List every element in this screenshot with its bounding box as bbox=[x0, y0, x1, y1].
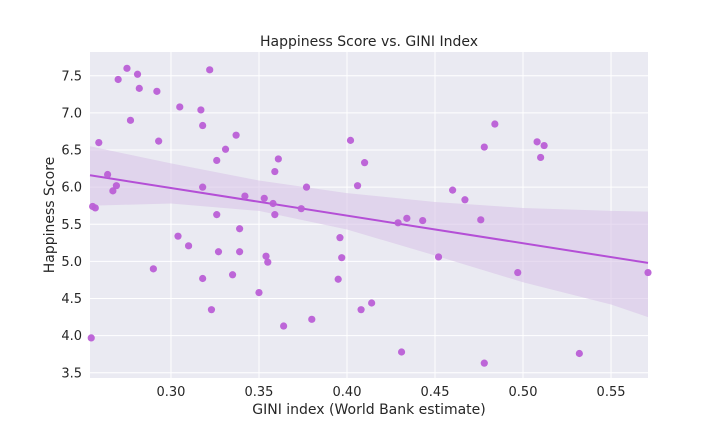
data-point bbox=[255, 289, 263, 297]
data-point bbox=[434, 253, 443, 261]
data-point bbox=[480, 359, 488, 367]
y-tick-label: 6.5 bbox=[61, 144, 82, 159]
data-point bbox=[262, 252, 270, 260]
data-point bbox=[264, 258, 272, 266]
data-point bbox=[207, 306, 216, 314]
data-point bbox=[540, 141, 548, 150]
data-point bbox=[199, 121, 207, 130]
data-point bbox=[334, 275, 342, 283]
x-tick-label: 0.30 bbox=[156, 385, 185, 400]
chart-title: Happiness Score vs. GINI Index bbox=[260, 34, 478, 50]
y-axis-ticks: 3.5 4.0 4.5 5.0 5.5 6.0 6.5 7.0 7.5 bbox=[61, 69, 82, 381]
data-point bbox=[176, 103, 184, 111]
data-point bbox=[221, 145, 230, 153]
data-point bbox=[477, 216, 485, 224]
data-point bbox=[213, 156, 221, 165]
data-point bbox=[213, 211, 221, 219]
data-point bbox=[95, 138, 103, 147]
data-points bbox=[87, 64, 652, 367]
data-point bbox=[449, 186, 457, 194]
data-point bbox=[302, 183, 311, 191]
data-point bbox=[575, 349, 583, 358]
y-tick-label: 4.5 bbox=[61, 292, 82, 307]
data-point bbox=[368, 299, 376, 307]
x-axis-ticks: 0.30 0.35 0.40 0.45 0.50 0.55 bbox=[156, 385, 625, 400]
data-point bbox=[480, 143, 488, 151]
regression-line bbox=[89, 174, 649, 264]
y-axis-label: Happiness Score bbox=[42, 157, 58, 274]
data-point bbox=[353, 182, 362, 190]
data-point bbox=[271, 211, 279, 219]
data-point bbox=[338, 254, 346, 262]
data-point bbox=[199, 274, 207, 283]
data-point bbox=[394, 219, 402, 227]
data-point bbox=[197, 106, 205, 114]
y-tick-label: 5.0 bbox=[61, 255, 82, 270]
x-tick-label: 0.40 bbox=[333, 385, 362, 400]
data-point bbox=[419, 216, 427, 225]
data-point bbox=[537, 153, 545, 162]
y-tick-label: 6.0 bbox=[61, 181, 82, 196]
x-tick-label: 0.35 bbox=[245, 385, 274, 400]
confidence-band-layer bbox=[90, 146, 648, 318]
data-point bbox=[236, 248, 244, 256]
data-point bbox=[346, 136, 355, 144]
data-point bbox=[133, 70, 142, 78]
x-tick-label: 0.55 bbox=[597, 385, 626, 400]
data-point bbox=[308, 315, 316, 323]
data-point bbox=[228, 271, 237, 279]
y-tick-label: 5.5 bbox=[61, 218, 82, 233]
data-point bbox=[280, 322, 288, 330]
data-point bbox=[297, 205, 305, 213]
x-axis-label: GINI index (World Bank estimate) bbox=[252, 402, 486, 418]
data-point bbox=[153, 87, 161, 95]
y-tick-label: 7.0 bbox=[61, 106, 82, 121]
data-point bbox=[123, 64, 131, 72]
data-point bbox=[514, 268, 522, 277]
data-point bbox=[274, 155, 282, 163]
data-point bbox=[114, 75, 122, 84]
data-point bbox=[135, 84, 143, 92]
data-point bbox=[214, 248, 223, 256]
data-point bbox=[461, 196, 469, 204]
data-point bbox=[126, 116, 135, 124]
data-point bbox=[336, 234, 344, 242]
data-point bbox=[112, 182, 121, 190]
data-point bbox=[241, 192, 249, 200]
data-point bbox=[104, 170, 112, 179]
data-point bbox=[199, 183, 207, 191]
x-tick-label: 0.50 bbox=[509, 385, 538, 400]
x-tick-label: 0.45 bbox=[421, 385, 450, 400]
data-point bbox=[403, 214, 411, 222]
data-point bbox=[269, 199, 277, 208]
data-point bbox=[91, 204, 99, 212]
data-point bbox=[260, 194, 268, 202]
data-point bbox=[174, 232, 182, 240]
data-point bbox=[271, 167, 279, 176]
data-point bbox=[491, 120, 499, 128]
data-point bbox=[232, 131, 240, 139]
data-point bbox=[533, 138, 541, 146]
data-point bbox=[397, 348, 406, 356]
data-point bbox=[109, 187, 117, 195]
confidence-band bbox=[90, 146, 648, 318]
data-point bbox=[87, 334, 95, 342]
regression-line-layer bbox=[89, 174, 649, 264]
y-tick-label: 7.5 bbox=[61, 69, 82, 84]
data-point bbox=[644, 268, 652, 277]
data-point bbox=[206, 66, 214, 74]
data-point bbox=[184, 242, 193, 250]
y-tick-label: 4.0 bbox=[61, 329, 82, 344]
data-point bbox=[155, 137, 163, 145]
data-point bbox=[149, 265, 157, 273]
data-point bbox=[236, 225, 244, 233]
data-point bbox=[360, 159, 369, 167]
data-point bbox=[357, 306, 365, 314]
y-tick-label: 3.5 bbox=[61, 366, 82, 381]
